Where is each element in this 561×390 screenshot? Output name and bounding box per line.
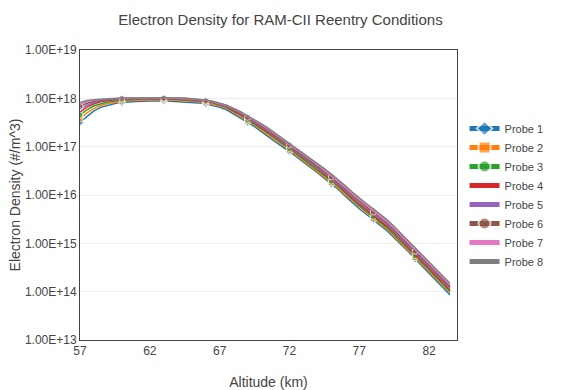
svg-text:1.00E+18: 1.00E+18 [25,92,77,106]
svg-text:62: 62 [143,344,157,358]
svg-text:1.00E+14: 1.00E+14 [25,285,77,299]
svg-text:77: 77 [353,344,367,358]
svg-text:Probe 1: Probe 1 [505,123,544,135]
svg-text:1.00E+16: 1.00E+16 [25,188,77,202]
svg-text:57: 57 [73,344,87,358]
svg-text:Electron Density (#/m^3): Electron Density (#/m^3) [7,119,23,272]
svg-text:72: 72 [283,344,297,358]
svg-text:Probe 7: Probe 7 [505,237,544,249]
svg-text:1.00E+13: 1.00E+13 [25,333,77,347]
svg-text:Altitude (km): Altitude (km) [229,374,308,390]
svg-text:Probe 2: Probe 2 [505,142,544,154]
svg-text:Probe 8: Probe 8 [505,256,544,268]
svg-text:1.00E+17: 1.00E+17 [25,140,77,154]
svg-text:Probe 3: Probe 3 [505,161,544,173]
svg-text:67: 67 [213,344,227,358]
svg-text:1.00E+15: 1.00E+15 [25,237,77,251]
svg-text:Probe 6: Probe 6 [505,218,544,230]
svg-text:1.00E+19: 1.00E+19 [25,43,77,57]
svg-text:82: 82 [422,344,436,358]
svg-text:Probe 5: Probe 5 [505,199,544,211]
svg-text:Probe 4: Probe 4 [505,180,544,192]
svg-text:Electron Density for RAM-CII R: Electron Density for RAM-CII Reentry Con… [118,11,442,28]
